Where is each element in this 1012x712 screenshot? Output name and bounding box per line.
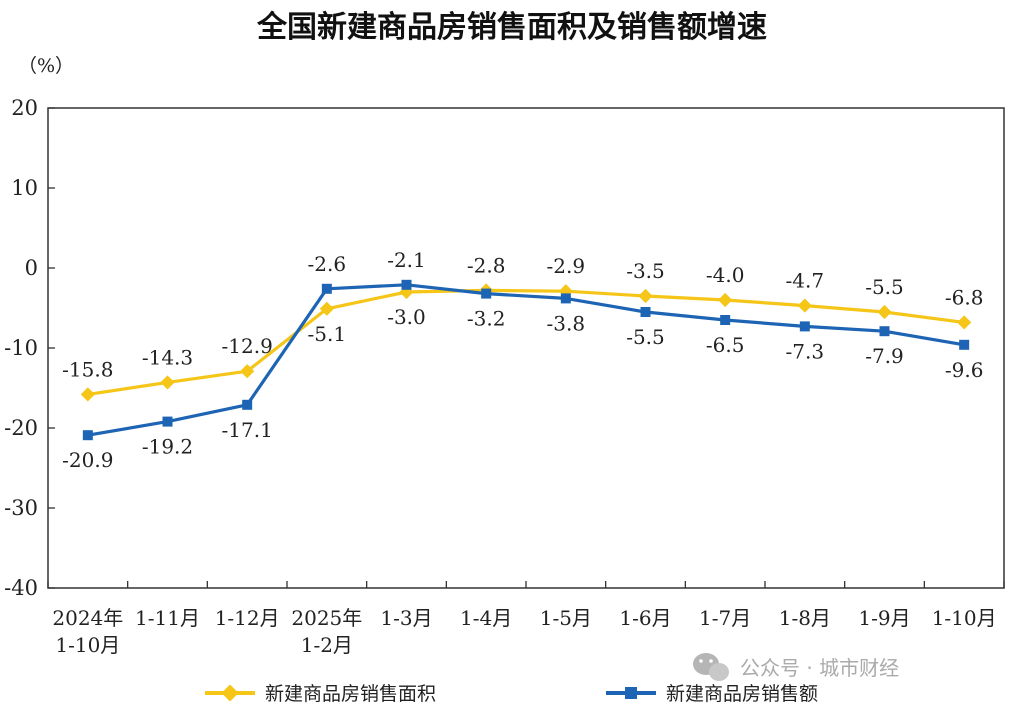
data-point-sales-area [638,288,653,304]
data-label-sales-amount: -3.8 [547,311,586,335]
chart-title: 全国新建商品房销售面积及销售额增速 [256,10,767,45]
data-point-sales-area [80,387,95,402]
y-tick-label: -20 [4,416,38,440]
data-label-sales-area: -5.1 [308,322,347,346]
wechat-icon [693,653,729,681]
data-label-sales-amount: -5.5 [626,325,665,349]
y-axis-unit-label: （%） [18,55,74,77]
data-label-sales-amount: -6.5 [706,333,745,357]
x-tick-label: 1-9月 [858,606,910,630]
data-point-sales-area [957,315,972,330]
x-tick-label: 1-12月 [215,606,280,630]
data-point-sales-area [240,364,255,379]
x-tick-label: 1-10月 [55,633,120,657]
data-label-sales-amount: -2.6 [308,252,347,276]
legend-label-sales-amount: 新建商品房销售额 [666,683,818,705]
data-label-sales-area: -12.9 [222,334,273,358]
series-layer [80,279,972,441]
x-tick-label: 1-4月 [460,606,512,630]
series-line-sales-amount [87,283,965,437]
data-point-sales-amount [82,430,93,441]
x-tick-label: 1-10月 [932,606,997,630]
x-tick-label: 1-8月 [779,606,831,630]
data-point-sales-amount [162,416,173,427]
data-point-sales-amount [879,326,890,337]
x-tick-label: 2025年 [291,606,362,630]
data-label-sales-area: -3.5 [626,259,665,283]
x-tick-label: 1-2月 [301,633,353,657]
x-tick-label: 1-5月 [540,606,592,630]
series-line-sales-area [87,288,965,396]
data-point-sales-amount [401,279,412,290]
legend-label-sales-area: 新建商品房销售面积 [265,683,436,705]
y-tick-label: -30 [4,496,38,520]
x-axis: 2024年 1-10月 1-11月 1-12月 2025年 1-2月 1-3月 1-4月 1-5… [47,581,1005,657]
data-label-sales-amount: -3.2 [467,307,506,331]
data-label-sales-amount: -20.9 [62,448,113,472]
data-point-sales-area [797,298,812,313]
x-tick-label: 1-7月 [699,606,751,630]
data-label-sales-amount: -7.9 [865,344,904,368]
x-tick-label: 1-11月 [135,606,200,630]
data-label-sales-area: -5.5 [865,275,904,299]
y-tick-label: -40 [4,576,38,600]
data-label-sales-amount: -7.3 [786,339,825,363]
data-point-sales-area [319,301,334,316]
watermark-text: 公众号 · 城市财经 [740,656,899,680]
y-tick-label: -10 [4,336,38,360]
data-label-sales-amount: -19.2 [142,435,193,459]
data-point-sales-amount [321,283,332,294]
data-label-sales-area: -6.8 [945,285,984,309]
legend-marker-sales-area [221,684,239,702]
data-label-sales-area: -14.3 [142,345,193,369]
data-label-sales-area: -2.8 [467,253,506,277]
data-label-sales-area: -15.8 [62,357,113,381]
x-tick-label: 1-6月 [619,606,671,630]
y-tick-label: 10 [11,176,38,200]
data-point-sales-amount [799,321,810,332]
legend-marker-sales-amount [625,687,637,699]
data-label-sales-amount: -9.6 [945,358,984,382]
data-point-sales-amount [560,293,571,304]
data-point-sales-amount [720,315,731,325]
data-point-sales-amount [242,399,253,410]
data-point-sales-amount [481,288,492,299]
data-labels-layer: -15.8 -20.9 -14.3 -19.2 -12.9 -17.1 -5.1 -2.6 -3… [62,248,983,472]
data-point-sales-area [160,375,175,390]
y-tick-label: 20 [11,96,38,120]
data-point-sales-amount [640,307,651,317]
data-label-sales-area: -3.0 [387,305,426,329]
data-point-sales-amount [959,339,970,350]
watermark: 公众号 · 城市财经 [693,653,899,681]
data-point-sales-area [877,304,892,320]
data-label-sales-area: -4.7 [786,269,825,293]
data-label-sales-amount: -2.1 [387,248,426,272]
data-point-sales-area [718,292,733,308]
data-label-sales-area: -4.0 [706,263,745,287]
y-axis: 20 10 0 -10 -20 -30 -40 [4,96,55,600]
x-tick-label: 1-3月 [380,606,432,630]
x-tick-label: 2024年 [52,606,123,630]
data-label-sales-area: -2.9 [547,254,586,278]
y-tick-label: 0 [25,256,38,280]
legend: 新建商品房销售面积 新建商品房销售额 [205,683,818,705]
data-label-sales-amount: -17.1 [222,418,273,442]
